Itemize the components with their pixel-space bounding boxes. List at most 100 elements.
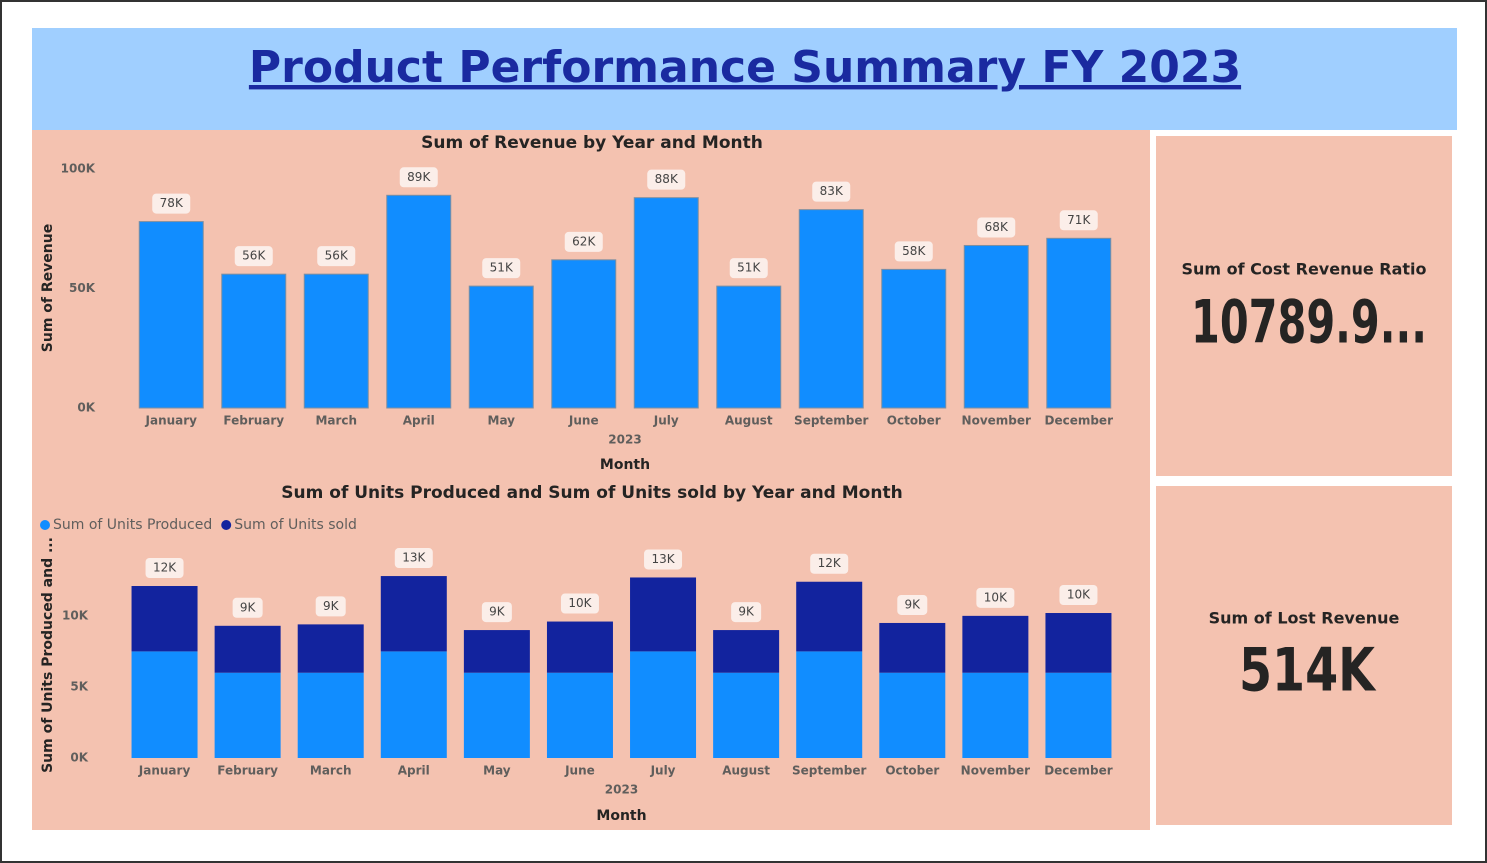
x-tick-label: July	[653, 414, 679, 428]
data-label: 62K	[572, 234, 596, 248]
chart-title: Sum of Revenue by Year and Month	[421, 133, 763, 153]
bar	[221, 273, 287, 409]
bar	[713, 630, 780, 673]
bar	[798, 209, 864, 409]
x-group-label: 2023	[605, 783, 638, 797]
x-tick-label: February	[217, 764, 278, 778]
data-label: 88K	[655, 172, 679, 186]
header-band	[32, 28, 1457, 130]
bar	[546, 672, 613, 758]
data-label: 56K	[325, 249, 349, 263]
bar	[463, 630, 530, 673]
bar	[630, 577, 697, 652]
data-label-box	[894, 241, 933, 262]
y-tick-label: 5K	[70, 679, 88, 693]
data-label-box	[394, 548, 433, 569]
bar	[1046, 237, 1112, 409]
y-axis-label: Sum of Revenue	[40, 224, 56, 352]
data-label-box	[976, 587, 1015, 608]
x-tick-label: June	[564, 764, 595, 778]
bar	[463, 672, 530, 758]
total-label: 9K	[323, 599, 340, 613]
total-label: 9K	[905, 597, 922, 611]
total-label: 9K	[240, 600, 257, 614]
x-tick-label: April	[398, 764, 430, 778]
total-label: 12K	[818, 556, 842, 570]
bar	[962, 672, 1029, 758]
bar	[879, 672, 946, 758]
data-label-box	[315, 596, 346, 617]
x-tick-label: August	[722, 764, 770, 778]
bar	[1045, 613, 1112, 673]
data-label-box	[644, 549, 683, 570]
data-label: 58K	[902, 244, 926, 258]
y-axis-label: Sum of Units Produced and ...	[40, 537, 56, 773]
data-label-box	[1059, 210, 1098, 231]
data-label-box	[481, 602, 512, 623]
data-label: 78K	[160, 196, 184, 210]
bar	[386, 194, 452, 409]
bar	[380, 651, 447, 758]
y-tick-label: 100K	[61, 162, 96, 176]
total-label: 9K	[738, 605, 755, 619]
x-tick-label: January	[145, 414, 198, 428]
card-value: 514K	[1239, 636, 1377, 706]
x-tick-label: March	[315, 414, 357, 428]
x-tick-label: June	[568, 414, 599, 428]
data-label-box	[152, 193, 191, 214]
x-tick-label: February	[223, 414, 284, 428]
bar	[881, 268, 947, 409]
bar	[879, 622, 946, 673]
bar	[1045, 672, 1112, 758]
y-tick-label: 10K	[62, 608, 89, 622]
data-label-box	[482, 258, 521, 279]
y-tick-label: 50K	[69, 281, 96, 295]
data-label: 89K	[407, 170, 431, 184]
card-value: 10789.9...	[1191, 288, 1427, 358]
bar	[963, 244, 1029, 409]
card	[1156, 486, 1452, 825]
x-tick-label: March	[310, 764, 352, 778]
bar	[138, 221, 204, 409]
bar	[214, 672, 281, 758]
x-tick-label: August	[725, 414, 773, 428]
bar	[796, 581, 863, 652]
total-label: 12K	[153, 561, 177, 575]
bar	[796, 651, 863, 758]
data-label: 68K	[985, 220, 1009, 234]
data-label: 83K	[820, 184, 844, 198]
total-label: 10K	[568, 596, 592, 610]
bar	[297, 672, 364, 758]
bar	[297, 624, 364, 673]
legend-marker	[221, 520, 232, 530]
x-tick-label: November	[961, 764, 1030, 778]
bar	[303, 273, 369, 409]
x-tick-label: May	[488, 414, 516, 428]
data-label-box	[977, 217, 1016, 238]
x-tick-label: November	[962, 414, 1031, 428]
x-tick-label: September	[794, 414, 868, 428]
x-axis-label: Month	[596, 808, 646, 824]
card-label: Sum of Lost Revenue	[1209, 609, 1400, 628]
data-label-box	[560, 593, 599, 614]
x-tick-label: September	[792, 764, 866, 778]
bar	[468, 285, 534, 409]
data-label-box	[729, 258, 768, 279]
page-title: Product Performance Summary FY 2023	[249, 42, 1241, 93]
data-label: 51K	[737, 261, 761, 275]
x-tick-label: December	[1044, 764, 1113, 778]
bar	[713, 672, 780, 758]
x-axis-label: Month	[600, 457, 650, 473]
x-tick-label: July	[650, 764, 676, 778]
x-tick-label: December	[1044, 414, 1113, 428]
bar	[546, 621, 613, 673]
bar	[962, 615, 1029, 673]
total-label: 10K	[1067, 588, 1091, 602]
card-label: Sum of Cost Revenue Ratio	[1181, 260, 1426, 279]
data-label-box	[564, 231, 603, 252]
x-tick-label: May	[483, 764, 511, 778]
x-group-label: 2023	[608, 433, 641, 447]
data-label-box	[731, 602, 762, 623]
data-label-box	[1059, 585, 1098, 606]
bar	[551, 259, 617, 409]
